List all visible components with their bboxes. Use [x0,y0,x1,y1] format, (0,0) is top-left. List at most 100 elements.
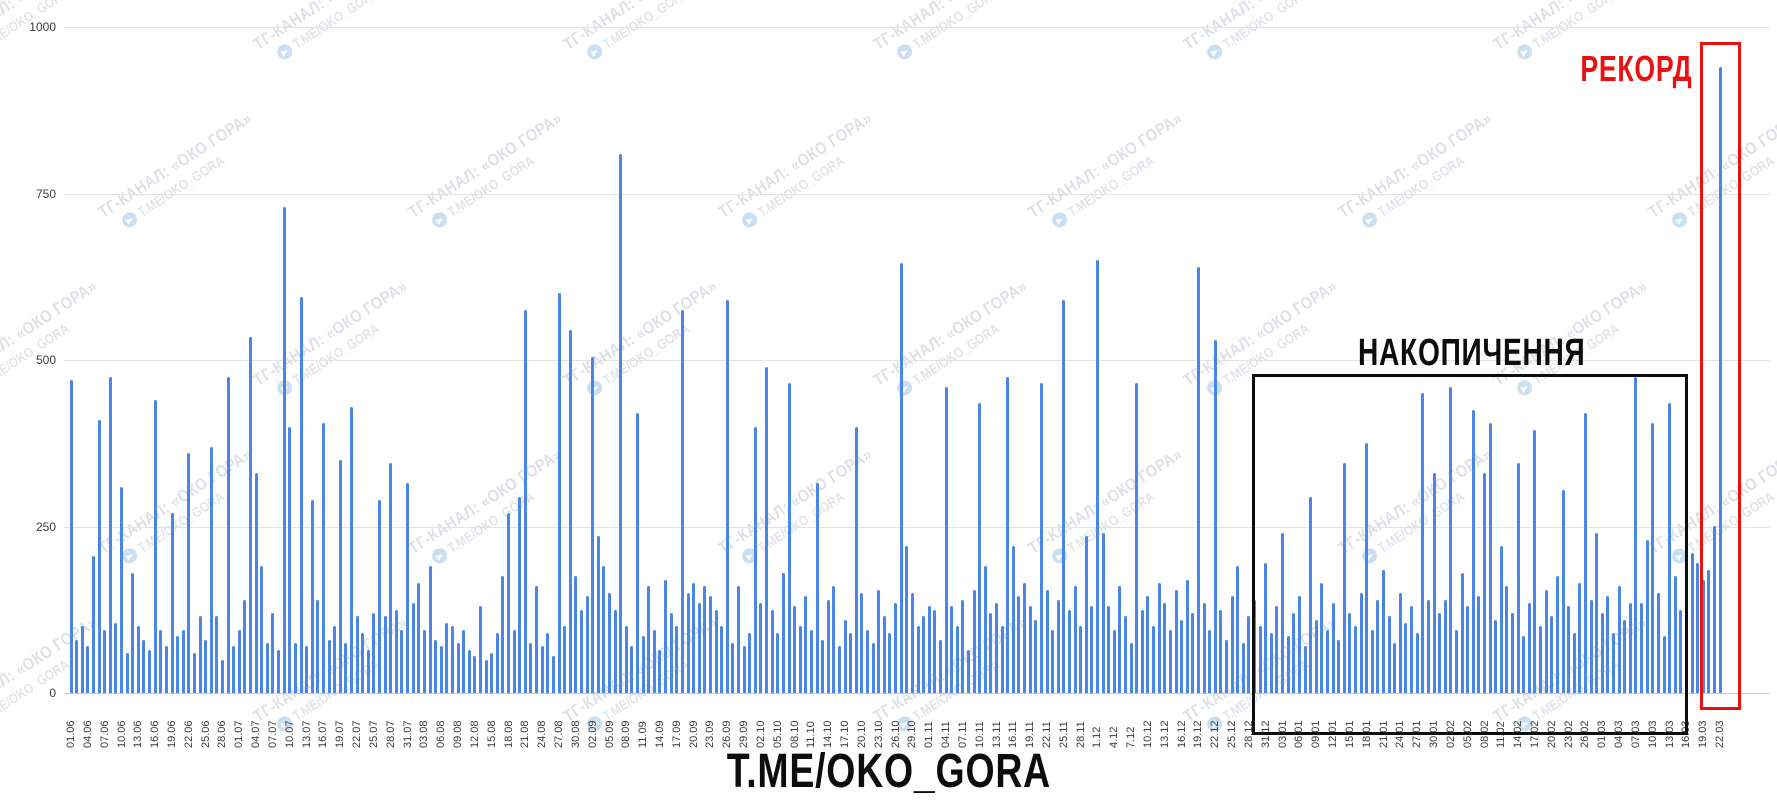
bar [1449,387,1453,693]
bar [1269,633,1273,693]
x-axis-tick-label: 01.06 [65,720,77,748]
bar [1152,626,1155,693]
watermark-url: T.ME/OKO_GORA [1064,152,1158,220]
x-axis-tick-label: 25.07 [367,720,380,748]
bar [120,487,123,693]
watermark-channel-name: ТГ-КАНАЛ: «ОКО ГОРА» [0,276,101,390]
bar [613,610,617,693]
bar [1292,613,1296,693]
watermark: ТГ-КАНАЛ: «ОКО ГОРА»T.ME/OKO_GORA [95,427,292,574]
watermark-channel-name: ТГ-КАНАЛ: «ОКО ГОРА» [715,108,876,222]
bar [299,297,303,693]
x-axis-tick-label: 22.07 [351,720,364,748]
bar [411,603,415,693]
x-axis-tick-label: 20.09 [687,720,700,748]
bar [843,620,847,693]
bar [288,427,292,693]
x-axis-tick-label: 14.10 [822,720,835,748]
bar [821,640,825,693]
watermark: ТГ-КАНАЛ: «ОКО ГОРА»T.ME/OKO_GORA [0,0,137,70]
bar [658,650,662,693]
bar [1415,633,1419,693]
bar [675,626,679,693]
bar [1084,536,1088,693]
x-axis-tick-label: 17.10 [839,720,851,748]
x-axis-tick-label: 19.07 [334,720,347,748]
bar [1354,626,1357,693]
bar [703,586,707,693]
bar [871,643,875,693]
bar [484,660,488,693]
bar [1645,540,1649,693]
bar [204,640,208,693]
x-axis-tick-label: 29.09 [738,720,751,748]
x-axis-tick-label: 29.10 [906,720,919,748]
bar [310,500,314,693]
bar [1454,630,1458,693]
bar [114,623,118,693]
x-axis-tick-label: 22.06 [182,720,195,748]
bar [1499,546,1503,693]
bar [636,413,639,693]
bar [523,310,527,693]
bar [69,380,73,693]
bar [826,600,830,693]
bar [507,513,510,693]
telegram-circle-icon [1668,209,1690,230]
bar [557,293,561,693]
x-axis-tick-label: 1.12 [1091,726,1104,748]
bar [832,586,836,693]
bar [579,610,583,693]
bar [1696,563,1700,693]
bar [260,566,264,693]
bar [349,407,353,693]
bar [1112,630,1116,693]
bar [1583,413,1587,693]
bar [473,656,477,693]
bar [1701,580,1705,693]
bar [479,606,482,693]
bar [1331,603,1335,693]
watermark: ТГ-КАНАЛ: «ОКО ГОРА»T.ME/OKO_GORA [250,0,447,70]
bar [321,423,325,693]
bar [1000,626,1004,693]
bar [327,640,331,693]
bar [1550,616,1554,693]
x-axis-tick-label: 16.11 [1007,721,1020,748]
watermark-channel-name: ТГ-КАНАЛ: «ОКО ГОРА» [715,444,876,558]
bar [456,643,460,693]
bar [798,626,802,693]
bar [1281,533,1284,693]
x-axis-tick-label: 28.11 [1074,721,1087,748]
bar [1494,620,1498,693]
bar [148,650,151,693]
x-axis-tick-label: 02.10 [754,720,767,748]
bar [422,630,426,693]
bar [770,610,774,693]
bar [1527,603,1531,693]
bar [1023,583,1026,693]
bar [142,640,146,693]
bar [293,643,297,693]
bar [338,460,342,693]
bar [1348,613,1352,693]
bar [164,646,168,693]
bar [1443,600,1447,693]
watermark: ТГ-КАНАЛ: «ОКО ГОРА»T.ME/OKO_GORA [250,259,447,406]
bar [686,593,690,693]
bar [1511,613,1514,693]
watermark-url: T.ME/OKO_GORA [754,488,848,556]
bar [737,586,740,693]
bar [1370,630,1374,693]
bar [1174,590,1178,693]
bar [927,606,931,693]
watermark: ТГ-КАНАЛ: «ОКО ГОРА»T.ME/OKO_GORA [560,0,757,70]
watermark: ТГ-КАНАЛ: «ОКО ГОРА»T.ME/OKO_GORA [0,259,137,406]
bar [1589,600,1593,693]
bar [882,616,886,693]
bar [136,626,140,693]
bar [1247,616,1251,693]
bar [1404,623,1408,693]
watermark-channel-name: ТГ-КАНАЛ: «ОКО ГОРА» [870,276,1031,390]
